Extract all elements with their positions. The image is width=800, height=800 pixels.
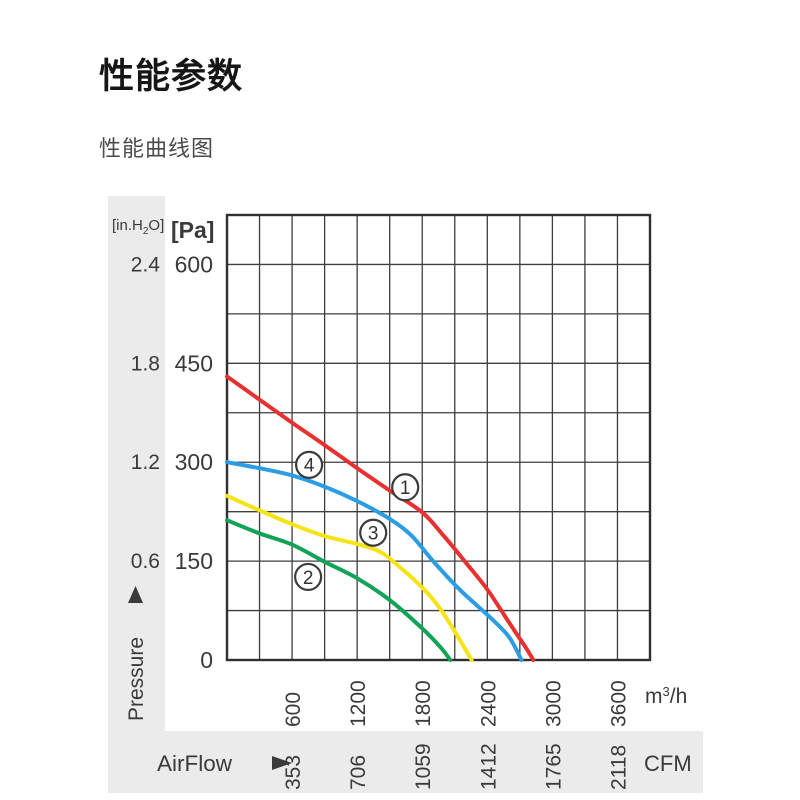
inh2o-unit-label: [in.H2O] xyxy=(112,217,164,237)
y-tick-pa: 0 xyxy=(200,647,213,673)
x-tick-m3h: 1800 xyxy=(412,680,435,727)
y-tick-inh2o: 0.6 xyxy=(131,550,160,573)
x-tick-cfm: 2118 xyxy=(607,745,630,790)
x-tick-cfm: 1059 xyxy=(412,743,435,790)
y-tick-inh2o: 1.2 xyxy=(131,451,160,474)
x-tick-m3h: 3600 xyxy=(607,680,630,727)
y-tick-pa: 450 xyxy=(175,350,213,376)
x-tick-m3h: 2400 xyxy=(477,680,500,727)
curve-marker-2: 2 xyxy=(294,562,323,592)
x-tick-m3h: 600 xyxy=(282,692,305,727)
curve-4 xyxy=(225,460,524,662)
airflow-axis-band xyxy=(108,731,703,793)
y-tick-pa: 600 xyxy=(175,251,213,277)
curve-marker-number: 4 xyxy=(304,456,315,477)
airflow-arrow-icon xyxy=(272,756,292,770)
y-tick-inh2o: 2.4 xyxy=(131,253,161,276)
pa-unit-label: [Pa] xyxy=(171,217,214,243)
curve-marker-1: 1 xyxy=(391,473,420,502)
x-tick-cfm: 706 xyxy=(347,755,370,790)
curve-marker-circle xyxy=(391,473,420,502)
curve-marker-circle xyxy=(295,450,324,479)
x-tick-m3h: 3000 xyxy=(542,680,565,727)
curve-marker-number: 3 xyxy=(368,524,379,545)
x-tick-m3h: 1200 xyxy=(347,680,370,727)
cfm-unit-label: CFM xyxy=(644,751,692,776)
curve-marker-number: 1 xyxy=(400,478,411,499)
curve-marker-3: 3 xyxy=(359,518,388,547)
pressure-arrow-icon xyxy=(128,586,143,603)
chart-subtitle: 性能曲线图 xyxy=(99,136,215,161)
y-tick-pa: 300 xyxy=(175,449,213,475)
x-tick-cfm: 1412 xyxy=(477,743,500,790)
curve-1 xyxy=(225,374,536,662)
curve-marker-circle xyxy=(294,562,323,592)
m3h-unit-label: m3/h xyxy=(645,684,687,708)
page-title: 性能参数 xyxy=(99,57,244,96)
curve-marker-4: 4 xyxy=(295,450,324,479)
y-tick-pa: 150 xyxy=(175,548,213,574)
airflow-axis-label: AirFlow xyxy=(157,751,233,776)
pressure-axis-band xyxy=(108,196,165,731)
curve-2 xyxy=(225,518,453,662)
curve-marker-circle xyxy=(359,518,388,547)
y-tick-inh2o: 1.8 xyxy=(131,352,160,375)
grid-lines xyxy=(227,215,650,660)
pressure-axis-label: Pressure xyxy=(125,637,148,721)
x-tick-cfm: 1765 xyxy=(542,743,565,790)
curve-marker-number: 2 xyxy=(303,568,314,589)
plot-border xyxy=(225,213,652,662)
curve-3 xyxy=(225,493,474,662)
x-tick-cfm: 353 xyxy=(282,755,305,790)
